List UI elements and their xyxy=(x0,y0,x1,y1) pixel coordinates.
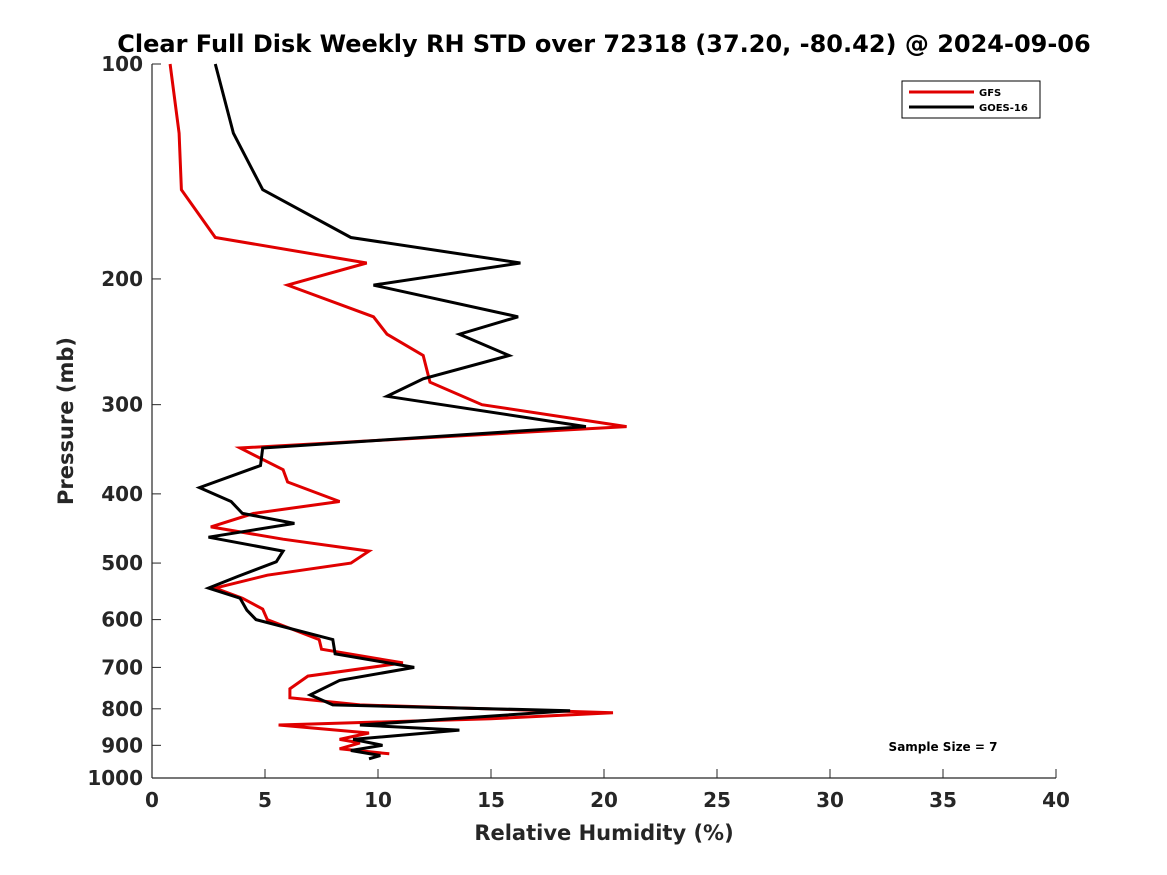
x-tick-label: 35 xyxy=(929,788,957,812)
y-tick-label: 800 xyxy=(101,697,143,721)
x-axis-label: Relative Humidity (%) xyxy=(474,821,733,845)
series-layer xyxy=(168,63,627,761)
sample-size-annotation: Sample Size = 7 xyxy=(889,740,998,754)
series-line-gfs xyxy=(168,63,627,756)
x-tick-label: 40 xyxy=(1042,788,1070,812)
axes: 0 5 10 15 20 25 30 35 40 100 200 300 400 500 600 700 800… xyxy=(87,52,1070,812)
y-tick-label: 200 xyxy=(101,267,143,291)
legend-label: GFS xyxy=(979,88,1001,99)
y-axis-label: Pressure (mb) xyxy=(54,337,78,505)
y-tick-label: 1000 xyxy=(87,766,143,790)
chart-title: Clear Full Disk Weekly RH STD over 72318… xyxy=(117,30,1090,58)
legend: GFS GOES-16 xyxy=(901,80,1041,119)
x-tick-label: 10 xyxy=(364,788,392,812)
y-tick-label: 500 xyxy=(101,551,143,575)
y-tick-label: 300 xyxy=(101,393,143,417)
x-tick-label: 5 xyxy=(258,788,272,812)
x-tick-label: 20 xyxy=(590,788,618,812)
y-tick-label: 600 xyxy=(101,608,143,632)
x-tick-label: 30 xyxy=(816,788,844,812)
y-tick-label: 700 xyxy=(101,655,143,679)
y-tick-label: 400 xyxy=(101,482,143,506)
series-line-goes-16 xyxy=(195,63,587,761)
legend-label: GOES-16 xyxy=(979,103,1028,114)
x-tick-label: 15 xyxy=(477,788,505,812)
y-tick-label: 900 xyxy=(101,733,143,757)
legend-box xyxy=(901,80,1041,119)
y-tick-label: 100 xyxy=(101,52,143,76)
x-tick-label: 0 xyxy=(145,788,159,812)
x-tick-label: 25 xyxy=(703,788,731,812)
